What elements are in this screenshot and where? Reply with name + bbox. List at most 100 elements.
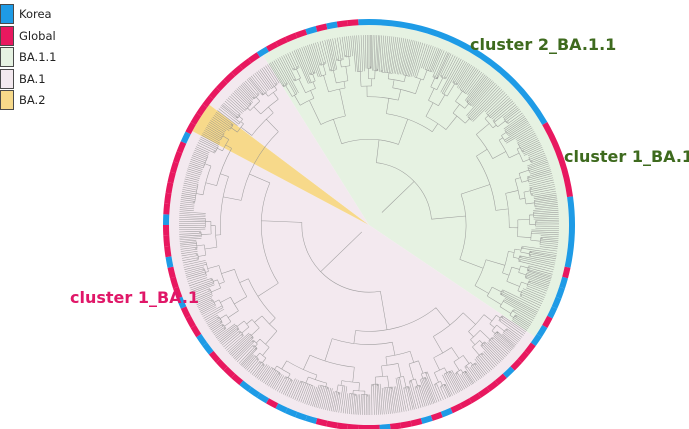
- clade-ba1: [169, 225, 535, 425]
- legend-item-ba2: BA.2: [0, 90, 70, 110]
- cluster-1-ba1-label: cluster 1_BA.1: [70, 288, 199, 307]
- global-ring-segment: [347, 423, 359, 429]
- global-ring-segment: [347, 19, 359, 27]
- global-ring-segment: [524, 342, 536, 355]
- korea-ring-segment: [559, 276, 568, 289]
- global-ring-segment: [170, 161, 179, 174]
- global-ring-segment: [208, 350, 221, 363]
- korea-ring-segment: [305, 415, 318, 424]
- legend-item-ba1: BA.1: [0, 68, 70, 89]
- global-ring-segment: [239, 58, 252, 70]
- korea-ring-segment: [295, 411, 308, 421]
- korea-ring-segment: [551, 296, 562, 309]
- global-ring-segment: [247, 52, 261, 64]
- global-ring-segment: [517, 350, 530, 363]
- korea-ring-segment: [202, 342, 214, 355]
- korea-ring-segment: [285, 407, 298, 418]
- global-ring-segment: [185, 315, 196, 328]
- korea-ring-segment: [256, 46, 270, 58]
- global-ring-segment: [223, 366, 236, 379]
- global-ring-segment: [266, 398, 279, 409]
- legend-label: BA.1.1: [19, 50, 57, 64]
- global-ring-segment: [163, 203, 171, 215]
- legend-label: BA.1: [19, 71, 46, 86]
- korea-ring-segment: [502, 366, 515, 379]
- global-ring-segment: [196, 103, 208, 117]
- korea-ring-segment: [564, 196, 575, 268]
- global-ring-segment: [336, 20, 349, 28]
- global-ring-segment: [450, 403, 463, 414]
- legend-swatch: [0, 47, 14, 67]
- cluster-2-ba11-label: cluster 2_BA.1.1: [470, 35, 616, 54]
- korea-ring-segment: [379, 423, 391, 429]
- global-ring-segment: [163, 235, 171, 247]
- legend-item-ba11: BA.1.1: [0, 47, 70, 67]
- global-ring-segment: [208, 87, 221, 100]
- global-ring-segment: [486, 380, 499, 392]
- global-ring-segment: [180, 306, 191, 319]
- clade-ba1-b: [169, 131, 369, 225]
- global-ring-segment: [231, 64, 244, 77]
- korea-ring-segment: [275, 403, 288, 414]
- global-ring-segment: [190, 324, 202, 338]
- global-ring-segment: [389, 422, 402, 429]
- global-ring-segment: [164, 192, 172, 205]
- clade-ba1-c: [209, 55, 369, 225]
- korea-ring-segment: [165, 256, 174, 268]
- legend-item-global: Global: [0, 25, 70, 46]
- legend-swatch: [0, 68, 14, 89]
- global-ring-segment: [315, 23, 328, 32]
- global-ring-segment: [410, 418, 423, 427]
- global-ring-segment: [215, 79, 228, 92]
- origin-ring: [163, 19, 575, 429]
- global-ring-segment: [326, 420, 338, 429]
- korea-ring-segment: [530, 333, 542, 347]
- global-ring-segment: [510, 358, 523, 371]
- branch-lines: [178, 34, 559, 415]
- korea-ring-segment: [440, 407, 453, 418]
- global-ring-segment: [185, 122, 196, 135]
- legend-swatch: [0, 25, 14, 46]
- global-ring-segment: [336, 422, 349, 429]
- legend-swatch: [0, 90, 14, 110]
- korea-ring-segment: [420, 415, 433, 424]
- clade-shading: [169, 25, 569, 425]
- global-ring-segment: [400, 420, 412, 429]
- korea-ring-segment: [180, 131, 191, 144]
- tree-branches: [178, 34, 559, 415]
- global-ring-segment: [215, 358, 228, 371]
- legend-swatch: [0, 4, 14, 24]
- global-ring-segment: [459, 398, 472, 409]
- global-ring-segment: [468, 392, 482, 404]
- legend-label: Korea: [19, 7, 52, 21]
- global-ring-segment: [275, 36, 288, 47]
- korea-ring-segment: [547, 306, 558, 319]
- global-ring-segment: [167, 171, 176, 184]
- korea-ring-segment: [256, 392, 270, 404]
- global-ring-segment: [223, 71, 236, 84]
- global-ring-segment: [165, 182, 174, 194]
- korea-ring-segment: [176, 296, 187, 309]
- global-ring-segment: [285, 32, 298, 43]
- global-ring-segment: [430, 411, 443, 421]
- global-ring-segment: [315, 418, 328, 427]
- korea-ring-segment: [368, 19, 548, 126]
- global-ring-segment: [266, 41, 279, 52]
- clade-ba11: [263, 25, 569, 337]
- global-ring-segment: [173, 286, 183, 299]
- legend-label: Global: [19, 28, 56, 43]
- clade-ba2: [192, 104, 369, 225]
- global-ring-segment: [202, 95, 214, 108]
- korea-ring-segment: [247, 386, 261, 398]
- cluster-1-ba11-label: cluster 1_BA.1.1: [564, 147, 689, 166]
- global-ring-segment: [562, 266, 571, 279]
- global-ring-segment: [542, 315, 553, 328]
- korea-ring-segment: [555, 286, 565, 299]
- korea-ring-segment: [196, 333, 208, 347]
- global-ring-segment: [173, 151, 183, 164]
- global-ring-segment: [295, 29, 308, 39]
- korea-ring-segment: [239, 380, 252, 392]
- legend-item-korea: Korea: [0, 4, 70, 24]
- global-ring-segment: [176, 141, 187, 154]
